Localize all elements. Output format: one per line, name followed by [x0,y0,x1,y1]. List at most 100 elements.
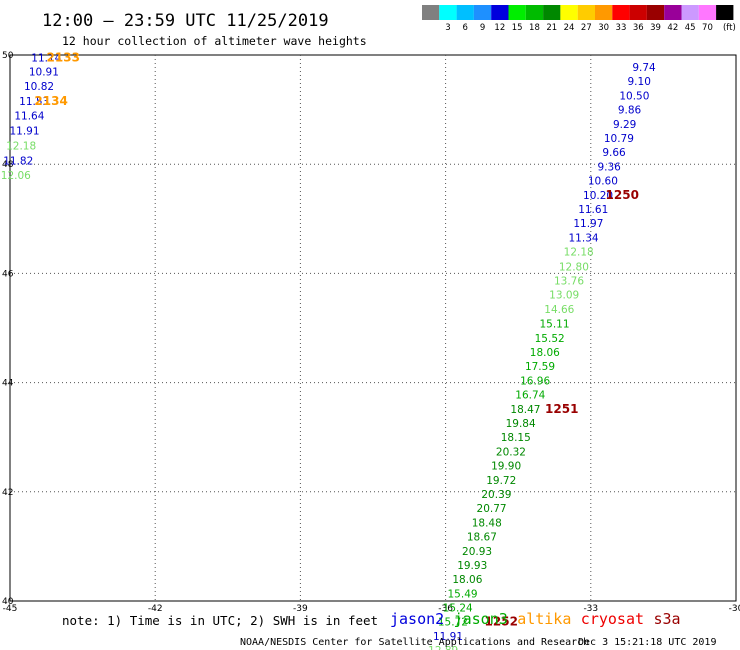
wave-height-label: 11.82 [3,155,33,167]
satellite-name: jason3 [454,610,508,628]
color-swatch-label: 21 [546,23,557,33]
color-swatch [595,5,613,20]
wave-height-label: 10.60 [588,176,618,188]
color-swatch-label: 3 [445,23,450,33]
color-swatch-label: 18 [529,23,540,33]
color-swatch-label: 30 [598,23,609,33]
wave-height-label: 11.91 [9,125,39,137]
color-swatch-label: 15 [512,23,523,33]
wave-height-label: 18.47 [510,404,540,416]
color-swatch-label: 27 [581,23,592,33]
color-swatch [508,5,526,20]
color-swatch-label: 12 [494,23,505,33]
lat-lon-grid [10,55,736,601]
generation-timestamp: Dec 3 15:21:18 UTC 2019 [578,637,716,648]
color-swatch [491,5,509,20]
wave-height-label: 18.67 [467,532,497,544]
wave-height-label: 15.11 [539,319,569,331]
satellite-name: cryosat [581,610,644,628]
color-scale-legend: 3 6 9 12 15 18 21 24 27 30 33 36 39 42 45 70 (ft) [422,5,736,33]
wave-height-label: 10.20 [583,190,613,202]
latitude-tick-label: 44 [2,379,14,389]
wave-height-label: 11.91 [433,631,463,643]
wave-height-label: 18.15 [501,432,531,444]
wave-height-label: 10.50 [619,90,649,102]
wave-height-label: 15.24 [443,603,473,615]
map-frame [9,54,737,602]
wave-height-label: 15.72 [438,617,468,629]
wave-height-label: 10.79 [604,133,634,145]
color-swatch [439,5,457,20]
pass-number-label: 2133 [47,51,80,65]
color-swatch-label: 42 [667,23,678,33]
latitude-tick-label: 48 [2,160,14,170]
credit-line: NOAA/NESDIS Center for Satellite Applica… [240,637,589,648]
pass-number-label: 1252 [485,615,518,629]
satellite-name: s3a [654,610,681,628]
pass-number-label: 1251 [545,402,578,416]
longitude-tick-label: -45 [3,604,18,614]
color-swatch-label: 39 [650,23,661,33]
latitude-tick-label: 42 [2,488,13,498]
wave-height-label: 20.39 [481,489,511,501]
wave-height-label: 19.93 [457,560,487,572]
wave-height-label: 9.66 [602,147,626,159]
color-swatch [473,5,492,20]
wave-height-label: 12.89 [428,645,458,650]
wave-height-label: 18.06 [452,574,482,586]
wave-height-label: 18.06 [530,347,560,359]
color-scale-unit: (ft) [723,23,736,33]
longitude-tick-label: -36 [438,604,453,614]
wave-height-label: 20.93 [462,546,492,558]
wave-height-label: 11.64 [14,111,44,123]
color-swatch [560,5,578,20]
longitude-tick-label: -39 [293,604,308,614]
wave-height-label: 13.76 [554,275,584,287]
wave-height-label: 11.14 [31,53,61,65]
color-swatch [543,5,561,20]
latitude-tick-label: 40 [2,597,14,607]
wave-height-label: 12.18 [6,141,36,153]
wave-height-label: 19.90 [491,461,521,473]
axis-tick-labels: -45 -42 -39 -36 -33 -30 50 48 46 44 42 40 [2,51,740,614]
map-title: 12:00 — 23:59 UTC 11/25/2019 [42,11,329,31]
wave-height-label: 9.86 [618,105,642,117]
color-swatch [577,5,595,20]
color-swatch [681,5,699,20]
wave-height-label: 18.48 [472,517,502,529]
color-swatch [612,5,630,20]
wave-height-label: 14.66 [544,304,574,316]
longitude-tick-label: -42 [148,604,163,614]
color-swatch [664,5,682,20]
wave-height-label: 9.10 [628,76,651,88]
latitude-tick-label: 46 [2,269,14,279]
map-subtitle: 12 hour collection of altimeter wave hei… [62,34,367,48]
satellite-name: jason2 [390,610,444,628]
color-swatch [646,5,665,20]
color-swatch-label: 6 [463,23,468,33]
wave-height-label: 11.53 [19,96,49,108]
longitude-tick-label: -33 [583,604,598,614]
footer-note: note: 1) Time is in UTC; 2) SWH is in fe… [62,613,378,628]
color-swatch-label: 33 [616,23,627,33]
wave-height-label: 12.18 [564,247,594,259]
wave-height-label: 12.80 [559,261,589,273]
wave-height-label: 9.74 [632,62,656,74]
wave-height-label: 9.29 [613,119,636,131]
color-swatch [698,5,717,20]
wave-height-label: 11.34 [569,232,599,244]
pass-number-label: 1250 [606,188,639,202]
wave-height-label: 16.96 [520,375,550,387]
color-swatch-label: 45 [685,23,696,33]
wave-height-label: 13.09 [549,290,579,302]
color-swatch-label: 70 [702,23,713,33]
color-swatch [629,5,647,20]
wave-height-label: 11.97 [573,218,603,230]
wave-height-label: 16.74 [515,390,545,402]
color-swatch [716,5,734,20]
wave-height-label: 19.72 [486,475,516,487]
color-swatch-label: 36 [633,23,644,33]
satellite-name: altika [517,610,571,628]
wave-height-label: 9.36 [597,161,621,173]
